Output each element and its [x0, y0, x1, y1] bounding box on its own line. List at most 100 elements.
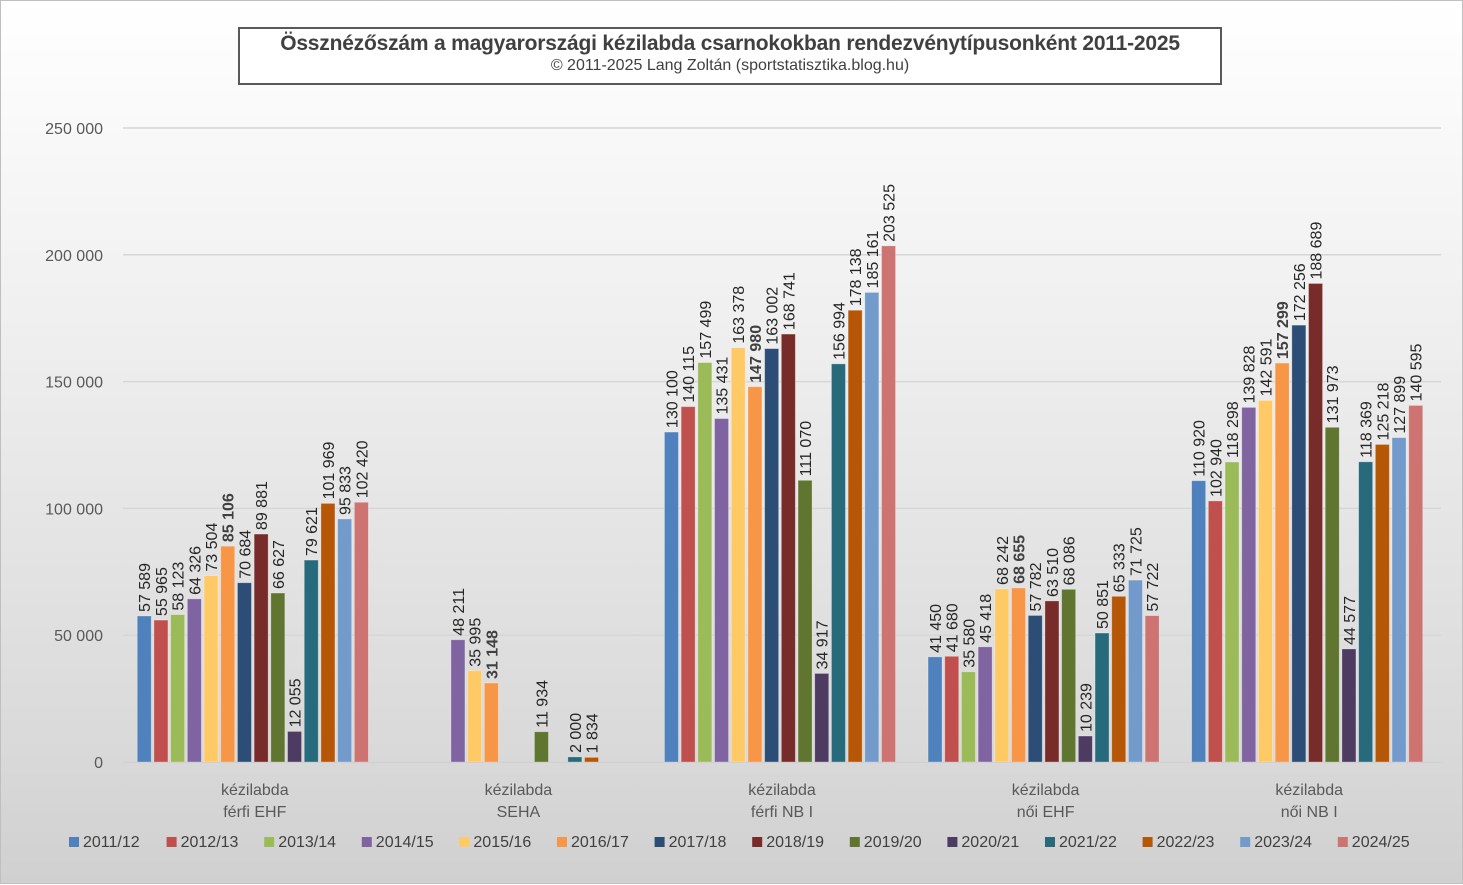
bar: [287, 731, 302, 763]
bar: [977, 646, 993, 763]
data-label: 11 934: [534, 680, 551, 728]
legend-swatch: [849, 837, 860, 847]
bar: [353, 501, 369, 763]
bar: [847, 309, 863, 763]
data-label: 139 828: [1242, 345, 1259, 403]
bar: [831, 363, 846, 763]
bar: [186, 598, 202, 763]
data-label: 147 980: [748, 325, 765, 383]
legend-item: 2021/22: [1045, 834, 1117, 851]
chart-title-box: Össznézőszám a magyarországi kézilabda c…: [238, 27, 1222, 85]
data-label: 142 591: [1258, 338, 1275, 396]
data-label: 44 577: [1342, 596, 1359, 645]
data-label: 2 000: [568, 713, 585, 753]
legend-item: 2019/20: [849, 834, 922, 851]
data-label: 57 589: [137, 563, 154, 612]
data-label: 48 211: [451, 588, 468, 636]
bar: [1408, 405, 1424, 763]
bar: [1144, 615, 1160, 763]
bar: [136, 615, 152, 763]
data-label: 63 510: [1045, 548, 1062, 597]
data-label: 41 680: [945, 603, 962, 652]
y-tick-label: 200 000: [45, 248, 103, 265]
bar: [1128, 579, 1143, 763]
data-label: 68 655: [1012, 535, 1029, 584]
bar: [1374, 444, 1390, 763]
bar: [697, 362, 713, 763]
legend-label: 2019/20: [864, 834, 922, 851]
legend-item: 2016/17: [557, 834, 629, 851]
bar: [1324, 426, 1340, 763]
legend-label: 2017/18: [669, 834, 727, 851]
bar: [1111, 595, 1127, 763]
data-label: 34 917: [815, 620, 832, 669]
data-label: 70 684: [237, 530, 254, 579]
bar: [1027, 615, 1043, 763]
category-label: női EHF: [1017, 804, 1075, 821]
data-label: 1 834: [585, 713, 602, 753]
bar: [927, 656, 943, 763]
data-label: 101 969: [321, 441, 338, 499]
legend-label: 2015/16: [473, 834, 531, 851]
bar: [483, 682, 499, 763]
bar: [237, 582, 252, 763]
legend-label: 2022/23: [1157, 834, 1215, 851]
data-label: 172 256: [1292, 263, 1309, 321]
bar: [337, 518, 353, 763]
data-label: 68 242: [995, 536, 1012, 585]
data-label: 35 995: [468, 618, 485, 667]
data-label: 111 070: [798, 421, 815, 477]
data-label: 178 138: [848, 248, 865, 306]
data-label: 168 741: [781, 272, 798, 330]
category-label: női NB I: [1281, 804, 1338, 821]
data-label: 95 833: [338, 466, 355, 515]
data-label: 163 002: [765, 287, 782, 345]
bar: [1207, 500, 1223, 763]
bar: [1358, 461, 1374, 763]
data-label: 79 621: [304, 507, 321, 556]
bar: [1094, 632, 1110, 763]
legend-item: 2017/18: [654, 834, 727, 851]
category-label: kézilabda: [1012, 782, 1080, 799]
legend: 2011/12 2012/13 2013/14 2014/15 2015/16 2016/…: [69, 834, 1410, 851]
legend-item: 2024/25: [1337, 834, 1410, 851]
bar: [944, 655, 960, 763]
legend-swatch: [947, 837, 958, 847]
legend-item: 2013/14: [264, 834, 336, 851]
bar: [994, 588, 1010, 763]
bar: [1291, 324, 1307, 763]
legend-swatch: [654, 837, 665, 847]
legend-item: 2022/23: [1142, 834, 1215, 851]
data-label: 85 106: [221, 493, 238, 542]
data-label: 102 420: [354, 440, 371, 498]
bar: [303, 559, 319, 763]
bar: [1224, 461, 1240, 763]
data-label: 118 298: [1225, 401, 1242, 458]
legend-swatch: [1045, 837, 1055, 847]
category-label: kézilabda: [221, 782, 289, 799]
chart-title: Össznézőszám a magyarországi kézilabda c…: [280, 32, 1180, 55]
bar: [584, 756, 599, 763]
bar: [153, 619, 169, 763]
data-label: 125 218: [1375, 383, 1392, 441]
chart-subtitle: © 2011-2025 Lang Zoltán (sportstatisztik…: [550, 57, 910, 74]
bar: [253, 533, 269, 763]
bar: [170, 614, 186, 763]
bar: [864, 292, 880, 763]
data-label: 41 450: [928, 604, 945, 653]
bar: [467, 670, 483, 763]
bar: [1391, 437, 1407, 763]
category-label: férfi NB I: [751, 804, 813, 821]
bar: [567, 756, 583, 763]
data-label: 110 920: [1192, 420, 1209, 477]
data-label: 68 086: [1062, 536, 1079, 585]
data-label: 45 418: [978, 594, 995, 643]
bar: [1241, 406, 1257, 763]
bar: [270, 592, 286, 763]
x-axis: kézilabda férfi EHF kézilabda SEHA kézilabda…: [123, 762, 1441, 821]
bar: [450, 639, 466, 763]
data-label: 89 881: [254, 481, 271, 530]
bar: [1308, 283, 1323, 763]
y-tick-label: 0: [94, 755, 103, 772]
y-tick-label: 100 000: [45, 501, 103, 518]
